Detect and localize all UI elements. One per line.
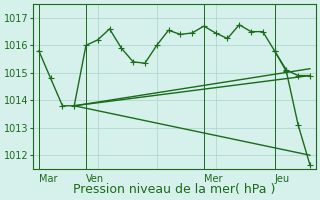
- Text: Mar: Mar: [39, 174, 57, 184]
- Text: Mer: Mer: [204, 174, 222, 184]
- Text: Jeu: Jeu: [275, 174, 290, 184]
- Text: Ven: Ven: [86, 174, 104, 184]
- X-axis label: Pression niveau de la mer( hPa ): Pression niveau de la mer( hPa ): [73, 183, 276, 196]
